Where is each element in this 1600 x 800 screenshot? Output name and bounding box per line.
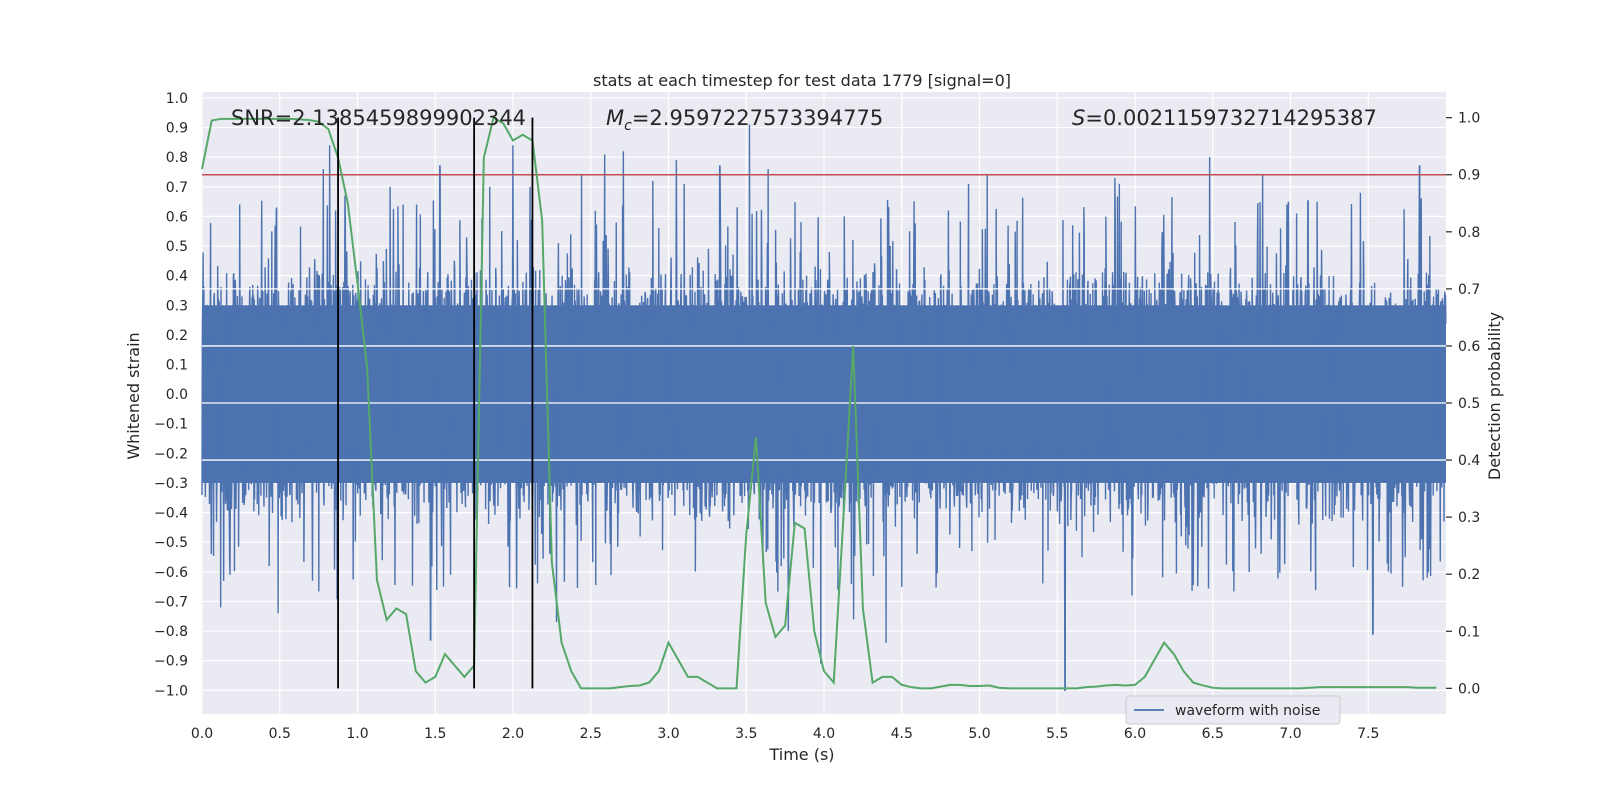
y-tick-label: 0.2 — [166, 328, 188, 344]
chirp-mass-symbol: M — [606, 106, 624, 130]
x-tick-label: 1.5 — [424, 726, 446, 742]
y-tick-label: 0.3 — [166, 298, 188, 314]
y-tick-label: −0.6 — [154, 565, 188, 581]
waveform-line — [201, 124, 1447, 691]
y-tick-label: −0.1 — [154, 417, 188, 433]
horizontal-grid-overlay — [202, 288, 1446, 461]
y-tick-label: 0.8 — [166, 150, 188, 166]
y-tick-label: −0.4 — [154, 506, 188, 522]
score-annotation: S=0.0021159732714295387 — [1072, 106, 1377, 130]
right-tick-label: 0.1 — [1458, 624, 1480, 640]
probability-series — [201, 116, 1437, 690]
x-tick-label: 7.5 — [1357, 726, 1379, 742]
x-tick-label: 1.0 — [346, 726, 368, 742]
y-tick-label: −1.0 — [154, 683, 188, 699]
right-tick-label: 0.6 — [1458, 339, 1480, 355]
waveform-series — [201, 124, 1447, 691]
y-tick-label: 0.5 — [166, 239, 188, 255]
y-tick-label: −0.2 — [154, 446, 188, 462]
score-symbol: S — [1072, 106, 1085, 130]
x-tick-label: 0.5 — [269, 726, 291, 742]
x-tick-label: 2.5 — [580, 726, 602, 742]
event-markers — [337, 117, 534, 689]
y-tick-label: 0.6 — [166, 209, 188, 225]
x-tick-label: 7.0 — [1279, 726, 1301, 742]
y-tick-label: 0.4 — [166, 269, 188, 285]
x-tick-label: 4.5 — [891, 726, 913, 742]
y-tick-label: 0.7 — [166, 180, 188, 196]
y-tick-label: 1.0 — [166, 91, 188, 107]
right-axis-label: Detection probability — [1485, 312, 1504, 480]
right-tick-label: 0.5 — [1458, 396, 1480, 412]
legend-label-waveform: waveform with noise — [1175, 703, 1320, 719]
y-tick-label: −0.7 — [154, 594, 188, 610]
snr-annotation: SNR=2.1385459899902344 — [231, 106, 526, 130]
probability-line — [201, 116, 1437, 690]
chirp-mass-value: =2.9597227573394775 — [632, 106, 883, 130]
right-tick-label: 0.0 — [1458, 681, 1480, 697]
x-tick-label: 6.5 — [1202, 726, 1224, 742]
y-tick-label: −0.3 — [154, 476, 188, 492]
right-tick-label: 0.7 — [1458, 282, 1480, 298]
x-tick-label: 6.0 — [1124, 726, 1146, 742]
x-tick-label: 0.0 — [191, 726, 213, 742]
y-tick-label: −0.9 — [154, 654, 188, 670]
chirp-mass-annotation: Mc=2.9597227573394775 — [606, 106, 883, 134]
legend-box — [1125, 695, 1341, 725]
x-tick-label: 5.5 — [1046, 726, 1068, 742]
x-axis-ticks: 0.0 0.5 1.0 1.5 2.0 2.5 3.0 3.5 4.0 4.5 5.0 5.5 6.0 6… — [191, 726, 1380, 742]
x-tick-label: 4.0 — [813, 726, 835, 742]
y-tick-label: 0.1 — [166, 357, 188, 373]
x-axis-label: Time (s) — [768, 745, 834, 764]
x-tick-label: 3.5 — [735, 726, 757, 742]
x-tick-label: 5.0 — [968, 726, 990, 742]
y-axis-ticks: 1.0 0.9 0.8 0.7 0.6 0.5 0.4 0.3 0.2 0.1 0.0 −0.1 −0.… — [154, 91, 188, 699]
right-axis-ticks: 1.0 0.9 0.8 0.7 0.6 0.5 0.4 0.3 0.2 0.1 0.0 — [1446, 111, 1480, 697]
x-tick-label: 3.0 — [657, 726, 679, 742]
y-tick-label: 0.9 — [166, 121, 188, 137]
y-tick-label: −0.5 — [154, 535, 188, 551]
right-tick-label: 0.4 — [1458, 453, 1480, 469]
score-value: =0.0021159732714295387 — [1085, 106, 1377, 130]
x-tick-label: 2.0 — [502, 726, 524, 742]
right-tick-label: 0.9 — [1458, 168, 1480, 184]
right-tick-label: 0.3 — [1458, 510, 1480, 526]
y-tick-label: −0.8 — [154, 624, 188, 640]
chirp-mass-subscript: c — [624, 118, 632, 134]
y-axis-label: Whitened strain — [124, 332, 143, 459]
right-tick-label: 0.8 — [1458, 225, 1480, 241]
y-tick-label: 0.0 — [166, 387, 188, 403]
chart-title: stats at each timestep for test data 177… — [593, 71, 1011, 90]
right-tick-label: 0.2 — [1458, 567, 1480, 583]
legend: waveform with noise — [1125, 695, 1341, 725]
right-tick-label: 1.0 — [1458, 111, 1480, 127]
